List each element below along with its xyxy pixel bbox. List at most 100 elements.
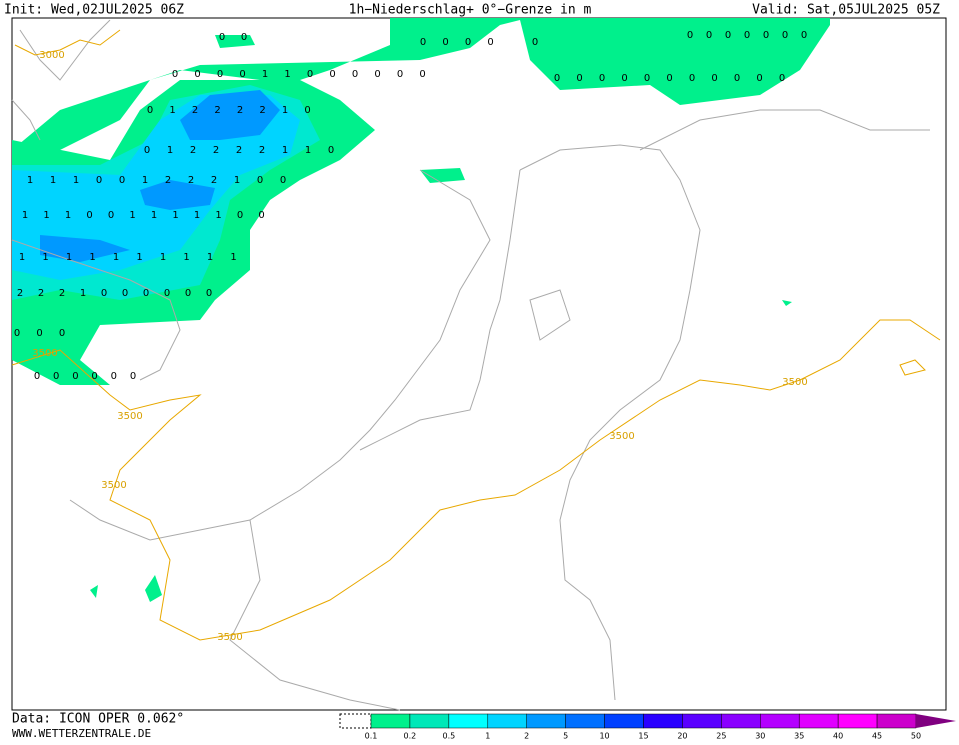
precip-label: 0 — [328, 145, 334, 156]
precip-label: 1 — [172, 210, 178, 221]
isoline-label: 3500 — [117, 411, 142, 422]
precip-label: 0 — [257, 175, 263, 186]
colorbar-swatch — [721, 713, 761, 729]
precip-label: 2 — [38, 288, 44, 299]
precip-label: 0 — [374, 69, 380, 80]
precip-label: 0 — [756, 73, 762, 84]
precip-label: 1 — [80, 288, 86, 299]
precip-label: 0 — [34, 371, 40, 382]
precip-label: 2 — [188, 175, 194, 186]
precip-label: 1 — [89, 252, 95, 263]
precip-label: 1 — [215, 210, 221, 221]
colorbar-under — [339, 713, 372, 729]
precip-label: 0 — [689, 73, 695, 84]
colorbar-swatch — [565, 713, 605, 729]
colorbar-swatch — [409, 713, 450, 729]
precip-label: 0 — [352, 69, 358, 80]
precip-label: 2 — [190, 145, 196, 156]
precip-label: 0 — [111, 371, 117, 382]
valid-label: Valid: Sat,05JUL2025 05Z — [752, 3, 940, 18]
colorbar-label: 2 — [524, 732, 529, 741]
precip-label: 0 — [419, 69, 425, 80]
colorbar-swatch — [370, 713, 411, 729]
colorbar-swatch — [837, 713, 878, 729]
colorbar-label: 5 — [563, 732, 568, 741]
isoline-label: 3500 — [217, 632, 242, 643]
colorbar-swatch — [643, 713, 683, 729]
precip-label: 0 — [53, 371, 59, 382]
precip-label: 1 — [167, 145, 173, 156]
colorbar-swatch — [448, 713, 489, 729]
colorbar-label: 15 — [638, 732, 648, 741]
colorbar-swatch — [760, 713, 800, 729]
colorbar-label: 35 — [794, 732, 804, 741]
precip-label: 0 — [239, 69, 245, 80]
precip-label: 0 — [143, 288, 149, 299]
precip-label: 1 — [65, 210, 71, 221]
precip-label: 0 — [532, 37, 538, 48]
precip-label: 1 — [282, 145, 288, 156]
colorbar-swatch — [682, 713, 722, 729]
colorbar-swatch — [604, 713, 644, 729]
map-labels: 0 0 0 0 0 0 0 0 0 0 0 0 0 0 0 0 0 0 1 1 0 0 0 0 0 0 0 0 0 0 0 0 0 0 0 0 0 0 1 2… — [14, 30, 808, 643]
precip-label: 0 — [744, 30, 750, 41]
precip-label: 1 — [305, 145, 311, 156]
precip-label: 0 — [194, 69, 200, 80]
precip-label: 2 — [259, 145, 265, 156]
isoline-label: 3500 — [101, 480, 126, 491]
precip-label: 0 — [644, 73, 650, 84]
precip-label: 0 — [147, 105, 153, 116]
precip-label: 2 — [237, 105, 243, 116]
precip-label: 1 — [142, 175, 148, 186]
precip-label: 0 — [307, 69, 313, 80]
precip-label: 0 — [86, 210, 92, 221]
precip-label: 0 — [217, 69, 223, 80]
precip-label: 0 — [734, 73, 740, 84]
precip-label: 0 — [59, 328, 65, 339]
colorbar-swatch — [876, 713, 917, 729]
precip-label: 2 — [192, 105, 198, 116]
precip-label: 0 — [172, 69, 178, 80]
site-label: WWW.WETTERZENTRALE.DE — [12, 727, 151, 740]
colorbar-label: 50 — [911, 732, 921, 741]
precip-label: 0 — [219, 32, 225, 43]
colorbar-label: 1 — [485, 732, 490, 741]
precip-areas — [12, 18, 830, 602]
precip-label: 0 — [122, 288, 128, 299]
isoline-label: 3000 — [39, 50, 64, 61]
precip-label: 1 — [43, 210, 49, 221]
precip-label: 2 — [259, 105, 265, 116]
precip-label: 1 — [207, 252, 213, 263]
precip-label: 0 — [725, 30, 731, 41]
precip-label: 0 — [329, 69, 335, 80]
precip-label: 0 — [687, 30, 693, 41]
isoline-label: 3500 — [609, 431, 634, 442]
precip-label: 2 — [59, 288, 65, 299]
precip-label: 0 — [420, 37, 426, 48]
precip-label: 0 — [101, 288, 107, 299]
precip-label: 1 — [19, 252, 25, 263]
colorbar-label: 0.1 — [365, 732, 378, 741]
precip-label: 0 — [763, 30, 769, 41]
colorbar-label: 10 — [599, 732, 609, 741]
precip-label: 0 — [14, 328, 20, 339]
precip-label: 0 — [621, 73, 627, 84]
precip-label: 1 — [151, 210, 157, 221]
precip-label: 0 — [72, 371, 78, 382]
precip-label: 2 — [211, 175, 217, 186]
precip-label: 0 — [599, 73, 605, 84]
colorbar-label: 0.2 — [404, 732, 417, 741]
precip-label: 1 — [262, 69, 268, 80]
precip-label: 2 — [236, 145, 242, 156]
precip-label: 1 — [183, 252, 189, 263]
map-title: 1h−Niederschlag+ 0°−Grenze in m — [349, 3, 592, 18]
precip-label: 0 — [258, 210, 264, 221]
precip-label: 2 — [213, 145, 219, 156]
colorbar-swatch — [487, 713, 527, 729]
colorbar-label: 25 — [716, 732, 726, 741]
precip-label: 0 — [576, 73, 582, 84]
precip-label: 1 — [113, 252, 119, 263]
precip-label: 0 — [782, 30, 788, 41]
precip-label: 2 — [17, 288, 23, 299]
